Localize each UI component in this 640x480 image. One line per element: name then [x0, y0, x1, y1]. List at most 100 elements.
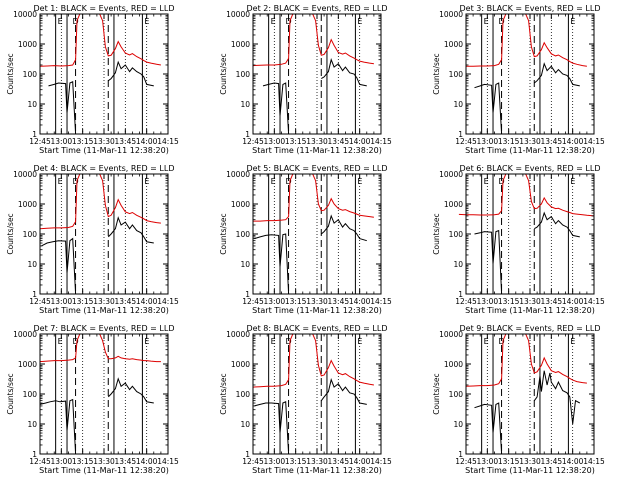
y-tick-label: 1 — [458, 130, 463, 139]
marker-letter: E — [357, 177, 362, 186]
y-tick-label: 10000 — [13, 330, 37, 339]
x-tick-label: 13:45 — [328, 137, 350, 146]
y-tick-label: 10000 — [226, 170, 250, 179]
series-events-line — [108, 60, 154, 87]
y-tick-label: 10000 — [13, 170, 37, 179]
y-tick-label: 1000 — [231, 200, 250, 209]
x-tick-label: 14:15 — [583, 297, 605, 306]
x-tick-label: 14:00 — [349, 137, 371, 146]
series-events-line — [320, 378, 367, 405]
y-axis-label: Counts/sec — [6, 373, 15, 414]
y-tick-label: 100 — [236, 70, 251, 79]
y-tick-label: 10000 — [226, 330, 250, 339]
marker-letter: E — [144, 337, 149, 346]
x-tick-label: 13:30 — [519, 297, 541, 306]
x-tick-label: 14:00 — [562, 297, 584, 306]
y-tick-label: 1 — [245, 130, 250, 139]
marker-letter: E — [357, 337, 362, 346]
x-tick-label: 13:00 — [51, 457, 73, 466]
series-events-line — [48, 81, 77, 135]
series-events-line — [39, 398, 77, 455]
marker-letter: E — [570, 17, 575, 26]
y-tick-label: 10 — [240, 100, 250, 109]
y-axis-label: Counts/sec — [219, 373, 228, 414]
y-tick-label: 1 — [245, 450, 250, 459]
y-tick-label: 10000 — [439, 330, 463, 339]
series-events-line — [474, 402, 503, 455]
y-axis-label: Counts/sec — [432, 213, 441, 254]
y-tick-label: 10000 — [439, 10, 463, 19]
y-tick-label: 1000 — [18, 360, 37, 369]
series-events-line — [254, 233, 290, 295]
series-lld-line — [39, 333, 161, 363]
y-tick-label: 100 — [449, 70, 464, 79]
x-tick-label: 12:45 — [242, 137, 264, 146]
x-tick-label: 13:30 — [519, 137, 541, 146]
marker-letter: E — [484, 337, 489, 346]
marker-letter: E — [570, 337, 575, 346]
x-tick-label: 13:15 — [72, 457, 94, 466]
x-tick-label: 14:15 — [583, 457, 605, 466]
x-tick-label: 13:30 — [306, 297, 328, 306]
y-axis-label: Counts/sec — [6, 213, 15, 254]
series-events-line — [534, 211, 580, 238]
y-axis-label: Counts/sec — [432, 373, 441, 414]
x-tick-label: 13:30 — [519, 457, 541, 466]
x-tick-label: 14:15 — [370, 137, 392, 146]
y-tick-label: 10000 — [226, 10, 250, 19]
x-tick-label: 13:15 — [498, 297, 520, 306]
y-tick-label: 1000 — [444, 360, 463, 369]
x-tick-label: 14:00 — [136, 137, 158, 146]
x-tick-label: 13:15 — [285, 457, 307, 466]
y-tick-label: 1000 — [18, 200, 37, 209]
marker-letter: E — [357, 17, 362, 26]
marker-letter: D — [286, 177, 292, 186]
x-tick-label: 13:15 — [285, 297, 307, 306]
marker-letter: D — [73, 337, 79, 346]
y-tick-label: 1 — [458, 290, 463, 299]
marker-letter: D — [73, 177, 79, 186]
x-tick-label: 13:00 — [264, 297, 286, 306]
marker-letter: D — [73, 17, 79, 26]
x-tick-label: 13:45 — [115, 297, 137, 306]
marker-letter: E — [144, 17, 149, 26]
x-tick-label: 14:15 — [370, 457, 392, 466]
series-events-line — [41, 237, 77, 295]
x-tick-label: 13:30 — [306, 137, 328, 146]
series-lld-line — [465, 13, 587, 67]
marker-letter: E — [58, 177, 63, 186]
x-tick-label: 14:00 — [349, 297, 371, 306]
marker-letter: E — [484, 17, 489, 26]
x-tick-label: 14:00 — [349, 457, 371, 466]
marker-letter: E — [271, 17, 276, 26]
panel-det-2: E D E 12:45 13:00 13:15 13:30 13:45 14:00 14:15 1 1… — [219, 4, 392, 155]
x-tick-label: 13:15 — [72, 137, 94, 146]
marker-letter: E — [570, 177, 575, 186]
x-tick-label: 14:15 — [583, 137, 605, 146]
x-axis-label: Start Time (11-Mar-11 12:38:20) — [252, 146, 382, 155]
y-tick-label: 10000 — [13, 10, 37, 19]
panel-title: Det 7: BLACK = Events, RED = LLD — [34, 324, 175, 333]
x-axis-label: Start Time (11-Mar-11 12:38:20) — [39, 306, 169, 315]
panel-title: Det 6: BLACK = Events, RED = LLD — [460, 164, 601, 173]
panel-title: Det 4: BLACK = Events, RED = LLD — [34, 164, 175, 173]
x-tick-label: 12:45 — [29, 297, 51, 306]
y-axis-label: Counts/sec — [219, 213, 228, 254]
x-tick-label: 13:15 — [498, 137, 520, 146]
x-tick-label: 13:15 — [72, 297, 94, 306]
y-tick-label: 10 — [27, 260, 37, 269]
y-tick-label: 100 — [236, 230, 251, 239]
x-tick-label: 13:00 — [264, 137, 286, 146]
series-events-line — [533, 62, 580, 87]
x-tick-label: 13:45 — [115, 137, 137, 146]
x-tick-label: 12:45 — [29, 457, 51, 466]
x-tick-label: 14:00 — [136, 457, 158, 466]
marker-letter: D — [499, 17, 505, 26]
x-tick-label: 14:00 — [562, 137, 584, 146]
series-events-line — [107, 216, 154, 244]
x-tick-label: 13:45 — [541, 137, 563, 146]
y-tick-label: 1000 — [444, 40, 463, 49]
x-tick-label: 12:45 — [455, 137, 477, 146]
series-lld-line — [458, 173, 595, 217]
marker-letter: E — [271, 177, 276, 186]
